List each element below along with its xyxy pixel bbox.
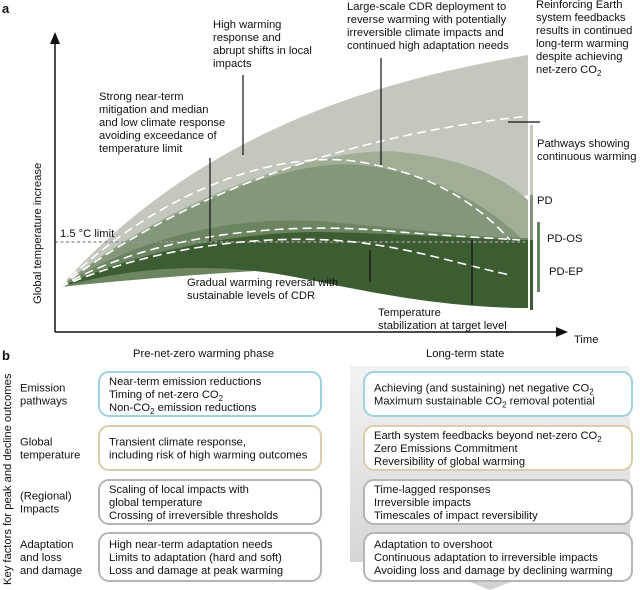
leader-lines bbox=[209, 58, 540, 305]
left-factor-line: Near-term emission reductions bbox=[109, 376, 262, 388]
annot-strong-mitigation: Strong near-term mitigation and median a… bbox=[99, 91, 228, 155]
bracket-pd-ep bbox=[530, 240, 533, 310]
right-factor-box bbox=[363, 479, 633, 525]
annot-stabilization: Temperature stabilization at target leve… bbox=[378, 307, 507, 332]
left-factor-line: Loss and damage at peak warming bbox=[109, 565, 283, 577]
row-2: (Regional)Impacts Scaling of local impact… bbox=[20, 479, 633, 525]
bracket-pd bbox=[530, 195, 533, 245]
label-pd-ep: PD-EP bbox=[549, 266, 583, 278]
left-factor-line: Timing of net-zero CO2 bbox=[109, 389, 224, 403]
row-name: Impacts bbox=[20, 504, 60, 516]
x-axis-arrow bbox=[556, 327, 568, 337]
limit-label: 1.5 °C limit bbox=[60, 228, 115, 240]
pathway-curve-continuous bbox=[59, 114, 541, 288]
row-name: (Regional) bbox=[20, 491, 72, 503]
annot-continuous: Pathways showing continuous warming bbox=[537, 138, 637, 163]
annot-gradual-reversal: Gradual warming reversal with sustainabl… bbox=[187, 277, 341, 302]
left-factor-line: Crossing of irreversible thresholds bbox=[109, 510, 279, 522]
phase-left-label: Pre-net-zero warming phase bbox=[133, 348, 274, 360]
right-factor-line: Continuous adaptation to irreversible im… bbox=[374, 552, 598, 564]
row-name: Adaptation bbox=[20, 539, 74, 551]
right-factor-line: Avoiding loss and damage by declining wa… bbox=[374, 565, 613, 577]
pathway-curve-pd bbox=[59, 158, 511, 288]
y-axis-label: Global temperature increase bbox=[32, 163, 44, 304]
right-factor-line: Zero Emissions Commitment bbox=[374, 443, 518, 455]
panel-b-side-label: Key factors for peak and decline outcome… bbox=[2, 373, 14, 585]
label-pd: PD bbox=[537, 195, 553, 207]
row-name: Emission bbox=[20, 383, 65, 395]
left-factor-line: Scaling of local impacts with bbox=[109, 484, 249, 496]
right-factor-line: Timescales of impact reversibility bbox=[374, 510, 538, 522]
row-name: pathways bbox=[20, 396, 68, 408]
right-factor-line: Reversibility of global warming bbox=[374, 456, 525, 468]
right-factor-box bbox=[363, 425, 633, 471]
left-factor-line: including risk of high warming outcomes bbox=[109, 450, 308, 462]
annot-reinforcing: Reinforcing Earth system feedbacks resul… bbox=[536, 0, 636, 78]
phase-right-label: Long-term state bbox=[426, 348, 504, 360]
left-factor-line: Transient climate response, bbox=[109, 437, 246, 449]
left-factor-line: global temperature bbox=[109, 497, 202, 509]
bracket-pd-os bbox=[537, 222, 540, 292]
annot-high-warming: High warming response and abrupt shifts … bbox=[213, 19, 315, 70]
annot-large-cdr: Large-scale CDR deployment to reverse wa… bbox=[347, 1, 509, 52]
right-factor-box bbox=[363, 532, 633, 582]
left-factor-line: Limits to adaptation (hard and soft) bbox=[109, 552, 282, 564]
left-factor-line: Non-CO2 emission reductions bbox=[109, 402, 257, 416]
panel-a-label: a bbox=[2, 1, 10, 16]
row-name: and loss bbox=[20, 552, 62, 564]
right-factor-line: Earth system feedbacks beyond net-zero C… bbox=[374, 430, 602, 444]
right-factor-line: Time-lagged responses bbox=[374, 484, 491, 496]
y-axis-arrow bbox=[50, 32, 60, 44]
left-factor-box bbox=[98, 479, 322, 525]
left-factor-box bbox=[98, 371, 322, 417]
right-factor-line: Irreversible impacts bbox=[374, 497, 471, 509]
pathway-curve-pd-os bbox=[59, 227, 521, 288]
label-pd-os: PD-OS bbox=[547, 233, 582, 245]
row-name: and damage bbox=[20, 565, 82, 577]
x-axis-label: Time bbox=[574, 334, 598, 346]
left-factor-box bbox=[98, 532, 322, 582]
left-factor-box bbox=[98, 425, 322, 471]
right-factor-line: Achieving (and sustaining) net negative … bbox=[374, 383, 594, 397]
right-factor-box bbox=[363, 371, 633, 417]
bracket-continuous bbox=[530, 125, 533, 195]
row-name: temperature bbox=[20, 450, 80, 462]
panel-b-label: b bbox=[2, 348, 10, 363]
pathway-curve-pd-ep bbox=[59, 238, 511, 288]
left-factor-line: High near-term adaptation needs bbox=[109, 539, 273, 551]
row-name: Global bbox=[20, 437, 52, 449]
right-factor-line: Maximum sustainable CO2 removal potentia… bbox=[374, 396, 595, 410]
right-factor-line: Adaptation to overshoot bbox=[374, 539, 493, 551]
